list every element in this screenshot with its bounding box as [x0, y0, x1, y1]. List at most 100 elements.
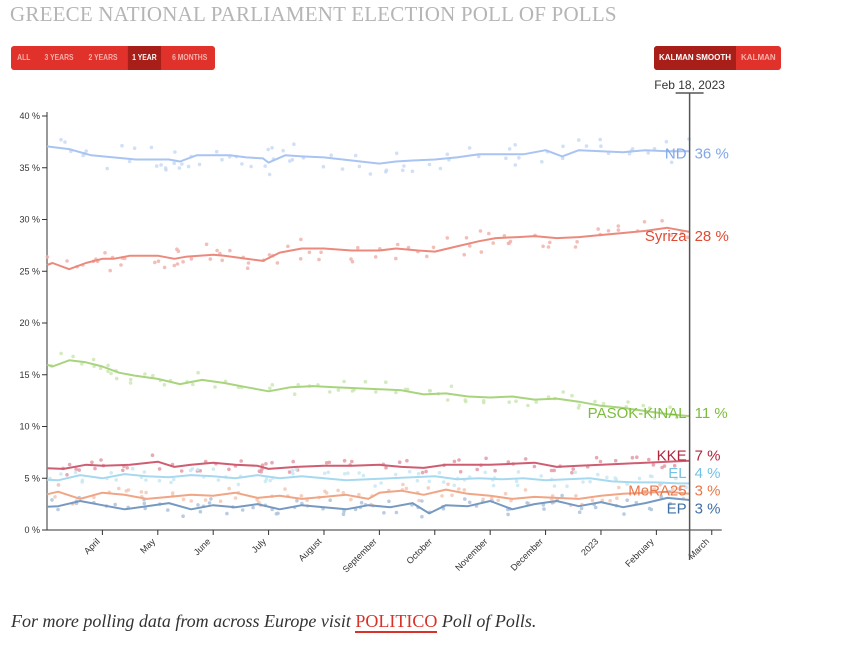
- nd-poll-dot: [561, 144, 565, 149]
- footer-suffix: Poll of Polls.: [437, 611, 537, 631]
- ep-poll-dot: [382, 511, 386, 515]
- kke-poll-dot: [594, 455, 599, 460]
- pasok-kinal-poll-dot: [143, 372, 147, 376]
- kke-poll-dot: [424, 469, 428, 474]
- ep-poll-dot: [387, 499, 391, 504]
- el-poll-dot: [437, 470, 442, 475]
- nd-poll-dot: [353, 153, 358, 158]
- mera25-poll-dot: [139, 490, 144, 494]
- el-poll-dot: [674, 476, 678, 481]
- pasok-kinal-poll-dot: [445, 398, 450, 402]
- ep-poll-dot: [577, 510, 582, 514]
- el-poll-dot: [236, 482, 241, 487]
- el-poll-dot: [415, 478, 420, 483]
- mera25-poll-dot: [457, 487, 461, 491]
- nd-poll-dot: [321, 164, 326, 169]
- pasok-kinal-poll-dot: [270, 383, 275, 387]
- mera25-poll-dot: [56, 483, 61, 487]
- mera25-value-label: 3 %: [695, 483, 721, 500]
- range-2-years-button[interactable]: 2 YEARS: [88, 53, 118, 62]
- kke-poll-dot: [77, 468, 81, 472]
- el-poll-dot: [573, 470, 578, 475]
- ep-poll-dot: [625, 498, 629, 503]
- syriza-poll-dot: [215, 248, 219, 253]
- kke-poll-dot: [90, 460, 94, 465]
- ep-poll-dot: [50, 498, 54, 502]
- y-tick-label: 40 %: [19, 111, 40, 121]
- kke-poll-dot: [506, 460, 511, 464]
- nd-poll-dot: [63, 140, 67, 144]
- syriza-poll-dot: [319, 250, 323, 255]
- nd-poll-dot: [368, 172, 373, 176]
- ep-poll-dot: [463, 497, 467, 501]
- y-tick-label: 35 %: [19, 163, 40, 173]
- mera25-poll-dot: [670, 487, 675, 492]
- syriza-poll-dot: [642, 220, 647, 224]
- kalman-smooth-button[interactable]: KALMAN SMOOTH: [654, 46, 736, 70]
- el-poll-dot: [648, 474, 653, 478]
- nd-poll-dot: [476, 154, 481, 159]
- mera25-poll-dot: [401, 482, 405, 487]
- el-poll-dot: [196, 467, 200, 472]
- syriza-poll-dot: [153, 260, 157, 265]
- syriza-poll-dot: [507, 241, 512, 245]
- pasok-kinal-poll-dot: [576, 406, 581, 410]
- mera25-poll-dot: [503, 491, 508, 496]
- pasok-kinal-poll-dot: [342, 379, 346, 384]
- range-1-year-button[interactable]: 1 YEAR: [127, 46, 161, 70]
- pasok-kinal-poll-dot: [507, 400, 512, 405]
- mera25-poll-dot: [126, 488, 131, 492]
- el-poll-dot: [169, 480, 173, 485]
- kke-poll-dot: [270, 460, 274, 465]
- nd-poll-dot: [584, 144, 589, 148]
- kke-poll-dot: [552, 468, 556, 473]
- el-poll-dot: [613, 476, 617, 480]
- kke-poll-dot: [121, 468, 125, 473]
- syriza-poll-dot: [541, 244, 545, 249]
- ep-poll-dot: [240, 508, 245, 512]
- syriza-poll-dot: [548, 240, 552, 245]
- pasok-kinal-poll-dot: [196, 370, 200, 375]
- range-all-button[interactable]: ALL: [17, 53, 31, 62]
- kalman-button[interactable]: KALMAN: [741, 53, 776, 62]
- pasok-kinal-poll-dot: [652, 416, 657, 420]
- syriza-poll-dot: [245, 266, 250, 271]
- syriza-poll-dot: [445, 236, 450, 240]
- mera25-poll-dot: [574, 494, 578, 498]
- kke-poll-dot: [523, 457, 528, 461]
- pasok-kinal-poll-dot: [292, 392, 297, 397]
- pasok-kinal-poll-dot: [449, 384, 454, 389]
- el-poll-dot: [393, 472, 398, 477]
- range-3-years-button[interactable]: 3 YEARS: [44, 53, 74, 62]
- kke-poll-dot: [67, 462, 72, 467]
- range-6-months-button[interactable]: 6 MONTHS: [171, 53, 207, 62]
- mera25-poll-dot: [170, 491, 175, 495]
- el-poll-dot: [326, 470, 331, 475]
- syriza-poll-dot: [299, 237, 303, 242]
- nd-poll-dot: [646, 151, 650, 155]
- kke-poll-dot: [93, 466, 97, 471]
- pasok-kinal-poll-dot: [526, 403, 530, 408]
- pasok-kinal-poll-dot: [106, 369, 110, 374]
- nd-poll-dot: [445, 152, 450, 157]
- syriza-poll-dot: [468, 244, 472, 248]
- el-poll-dot: [144, 478, 148, 482]
- mera25-poll-dot: [446, 482, 450, 487]
- poll-chart[interactable]: 0 % 5 % 10 % 15 % 20 % 25 % 30 % 35 % 40 % April M…: [0, 0, 844, 600]
- nd-poll-dot: [290, 158, 295, 162]
- el-poll-dot: [294, 467, 299, 472]
- pasok-kinal-poll-dot: [570, 393, 574, 398]
- pasok-kinal-end-label: PASOK-KINAL: [588, 405, 687, 422]
- el-poll-dot: [637, 476, 642, 481]
- nd-poll-dot: [340, 167, 345, 171]
- pasok-kinal-poll-dot: [463, 398, 468, 402]
- nd-poll-dot: [270, 146, 274, 150]
- nd-trend-line: [46, 145, 690, 165]
- ep-poll-dot: [196, 503, 200, 507]
- politico-link[interactable]: POLITICO: [355, 611, 438, 633]
- footer-note: For more polling data from across Europe…: [11, 611, 537, 633]
- mera25-poll-dot: [349, 497, 353, 502]
- nd-poll-dot: [164, 168, 168, 172]
- kke-poll-dot: [475, 467, 480, 472]
- kke-poll-dot: [257, 469, 262, 474]
